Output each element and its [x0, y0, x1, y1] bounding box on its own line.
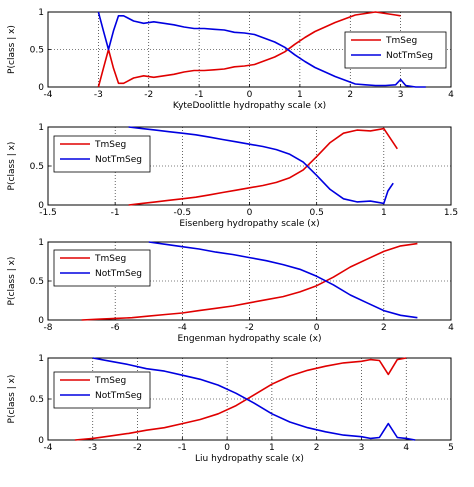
- x-axis-label: Eisenberg hydropathy scale (x): [179, 219, 319, 229]
- y-axis-label: P(class | x): [7, 257, 17, 306]
- y-tick-label: 0.5: [30, 395, 44, 405]
- x-tick-label: 2: [381, 323, 387, 333]
- x-tick-label: 1: [297, 90, 303, 100]
- x-tick-label: 1: [381, 208, 387, 218]
- x-axis-label: Engenman hydropathy scale (x): [178, 334, 322, 344]
- y-tick-label: 0.5: [30, 277, 44, 287]
- x-tick-label: 0: [247, 208, 253, 218]
- legend-label-tmseg: TmSeg: [94, 140, 126, 150]
- legend-box: [53, 249, 151, 287]
- series-line-tmseg: [97, 11, 401, 88]
- y-tick-label: 1: [38, 354, 44, 364]
- x-tick-label: 0.5: [310, 208, 324, 218]
- x-tick-label: 2: [347, 90, 353, 100]
- y-axis-label: P(class | x): [7, 142, 17, 191]
- x-tick-label: -2: [245, 323, 254, 333]
- y-tick-label: 0: [38, 436, 44, 446]
- y-axis-label: P(class | x): [7, 25, 17, 74]
- x-tick-label: 0: [314, 323, 320, 333]
- x-tick-label: -1.5: [39, 208, 57, 218]
- series-line-tmseg: [74, 357, 407, 441]
- x-tick-label: 2: [314, 443, 320, 453]
- x-tick-label: -1: [178, 443, 187, 453]
- series-line-nottmseg: [92, 357, 416, 441]
- x-tick-label: 4: [448, 323, 454, 333]
- y-tick-label: 1: [38, 8, 44, 18]
- x-tick-label: 3: [398, 90, 404, 100]
- legend-label-nottmseg: NotTmSeg: [95, 391, 142, 401]
- x-tick-label: -2: [133, 443, 142, 453]
- x-tick-label: -3: [88, 443, 97, 453]
- y-tick-label: 0: [38, 83, 44, 93]
- x-tick-label: 0: [224, 443, 230, 453]
- x-tick-label: -3: [94, 90, 103, 100]
- series-line-nottmseg: [97, 11, 426, 88]
- series-line-nottmseg: [148, 241, 418, 319]
- x-axis-label: Liu hydropathy scale (x): [195, 454, 304, 464]
- legend-label-tmseg: TmSeg: [94, 254, 126, 264]
- x-tick-label: -1: [195, 90, 204, 100]
- legend-label-nottmseg: NotTmSeg: [386, 51, 433, 61]
- x-tick-label: 4: [448, 90, 454, 100]
- y-tick-label: 1: [38, 123, 44, 133]
- chart-panel-2: -1.5 -1 -0.5 0 0.5 1 1.5 0 0.5 1 Eisenberg hydropa…: [7, 123, 458, 229]
- x-axis-label: KyteDoolittle hydropathy scale (x): [173, 101, 326, 111]
- x-tick-label: -1: [111, 208, 120, 218]
- x-tick-label: 4: [403, 443, 409, 453]
- x-tick-label: -4: [44, 443, 53, 453]
- legend-label-nottmseg: NotTmSeg: [95, 269, 142, 279]
- series-line-nottmseg: [128, 126, 394, 205]
- x-tick-label: -8: [44, 323, 53, 333]
- y-tick-label: 0.5: [30, 46, 44, 56]
- x-tick-label: -4: [44, 90, 53, 100]
- y-tick-label: 0: [38, 316, 44, 326]
- x-tick-label: -2: [144, 90, 153, 100]
- x-tick-label: 1.5: [444, 208, 458, 218]
- y-tick-label: 0: [38, 201, 44, 211]
- legend-box: [53, 371, 151, 409]
- x-tick-label: -4: [178, 323, 187, 333]
- series-line-tmseg: [128, 127, 398, 206]
- chart-panel-3: -8 -6 -4 -2 0 2 4 0 0.5 1 Engenman hydropathy scal…: [7, 238, 454, 344]
- legend-label-tmseg: TmSeg: [385, 36, 417, 46]
- y-axis-label: P(class | x): [7, 375, 17, 424]
- legend-label-tmseg: TmSeg: [94, 376, 126, 386]
- x-tick-label: 5: [448, 443, 454, 453]
- y-tick-label: 1: [38, 238, 44, 248]
- legend-label-nottmseg: NotTmSeg: [95, 155, 142, 165]
- x-tick-label: 3: [359, 443, 365, 453]
- series-line-tmseg: [81, 242, 418, 321]
- x-tick-label: 0: [247, 90, 253, 100]
- legend-box: [344, 31, 447, 69]
- x-tick-label: -6: [111, 323, 120, 333]
- y-tick-label: 0.5: [30, 162, 44, 172]
- x-tick-label: -0.5: [174, 208, 192, 218]
- legend-box: [53, 135, 151, 173]
- x-tick-label: 1: [269, 443, 275, 453]
